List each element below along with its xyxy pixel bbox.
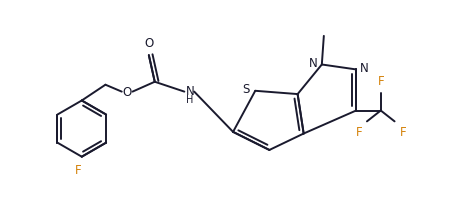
Text: O: O	[122, 86, 132, 99]
Text: N: N	[360, 62, 369, 75]
Text: H: H	[186, 95, 194, 104]
Text: S: S	[243, 82, 250, 95]
Text: F: F	[378, 74, 384, 87]
Text: N: N	[185, 85, 194, 98]
Text: N: N	[309, 57, 318, 70]
Text: F: F	[356, 126, 362, 139]
Text: F: F	[75, 163, 81, 176]
Text: O: O	[144, 37, 153, 49]
Text: F: F	[400, 126, 406, 139]
